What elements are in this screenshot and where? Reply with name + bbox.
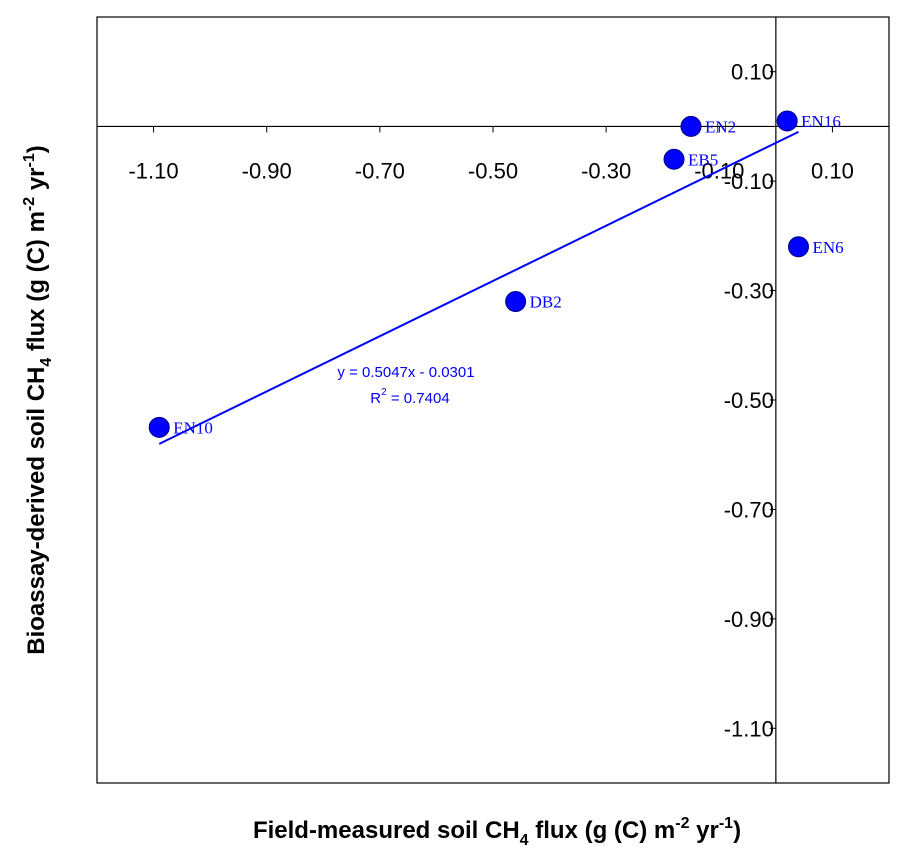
y-tick-label: -0.70 [724, 497, 774, 522]
x-tick-label: -0.70 [355, 158, 405, 183]
trendline-equation: y = 0.5047x - 0.0301 [337, 364, 474, 381]
data-point-en2 [680, 115, 702, 137]
data-point-eb5 [663, 148, 685, 170]
r2-value: = 0.7404 [387, 390, 450, 407]
y-tick-label: -0.90 [724, 607, 774, 632]
x-tick-label: -0.30 [581, 158, 631, 183]
y-axis-title: Bioassay-derived soil CH4 flux (g (C) m-… [21, 145, 55, 655]
x-axis-title: Field-measured soil CH4 flux (g (C) m-2 … [253, 815, 741, 849]
trendline [158, 130, 799, 445]
point-label-eb5: EB5 [688, 150, 718, 169]
y-tick-label: -0.50 [724, 388, 774, 413]
y-tick-label: -0.30 [724, 279, 774, 304]
y-tick-label: -0.10 [724, 169, 774, 194]
data-point-en16 [776, 110, 798, 132]
point-label-en6: EN6 [812, 238, 843, 257]
data-point-en10 [148, 416, 170, 438]
r2-prefix: R [370, 390, 381, 407]
x-tick-label: -0.90 [242, 158, 292, 183]
x-tick-label: -0.50 [468, 158, 518, 183]
point-label-en16: EN16 [801, 112, 841, 131]
point-label-en10: EN10 [173, 418, 213, 437]
trendline-r2: R2 = 0.7404 [370, 387, 449, 407]
x-tick-label: -1.10 [128, 158, 178, 183]
data-point-en6 [787, 236, 809, 258]
y-tick-label: 0.10 [731, 60, 774, 85]
data-point-db2 [505, 291, 527, 313]
ticks: -1.10 -0.90 -0.70 -0.50 -0.30 -0.10 0.10 0.10 -0… [128, 60, 853, 742]
x-tick-label: 0.10 [811, 158, 854, 183]
y-tick-label: -1.10 [724, 716, 774, 741]
r2-sup: 2 [381, 387, 387, 398]
point-label-en2: EN2 [705, 117, 736, 136]
plot-frame [96, 16, 890, 784]
point-label-db2: DB2 [530, 293, 562, 312]
regression-line [158, 130, 799, 445]
data-points: EN10 DB2 EB5 EN2 EN16 EN6 [148, 110, 844, 438]
